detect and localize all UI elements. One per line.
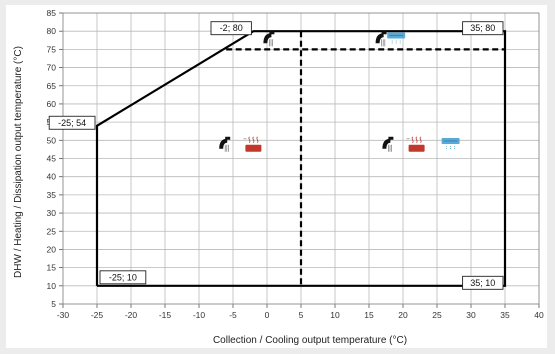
annotation-label: 35; 80 — [470, 23, 495, 33]
cooling-unit-icon — [387, 32, 406, 45]
heat-wave — [252, 136, 255, 143]
heat-wave — [248, 136, 251, 143]
heat-wave — [411, 136, 414, 143]
point-annotation: -25; 10 — [99, 270, 147, 285]
series-lines — [95, 30, 507, 287]
annotation-label: -2; 80 — [220, 23, 243, 33]
faucet-body — [263, 33, 272, 44]
point-annotation: 35; 80 — [462, 21, 504, 36]
x-tick-label: 40 — [534, 310, 544, 320]
x-tick-label: -10 — [193, 310, 206, 320]
annotation-box — [48, 115, 96, 130]
radiator-body — [408, 144, 425, 152]
heat-wave — [256, 136, 259, 143]
faucet-icon — [263, 31, 275, 47]
heat-wave — [419, 136, 422, 143]
grid — [59, 12, 540, 308]
y-tick-label: 5 — [51, 299, 56, 309]
faucet-handle — [225, 136, 231, 140]
icons — [219, 31, 460, 152]
faucet-body — [219, 138, 228, 149]
annotation-box — [462, 21, 504, 36]
chart-frame: -30 -25 -20 -15 -10 -5 0 5 10 15 20 25 30 35 40 5 10 15 20… — [6, 5, 547, 348]
y-tick-label: 65 — [47, 81, 57, 91]
y-tick-label: 30 — [47, 208, 57, 218]
x-tick-label: 35 — [500, 310, 510, 320]
x-tick-label: 0 — [265, 310, 270, 320]
y-tick-label: 80 — [47, 26, 57, 36]
x-tick-label: -20 — [125, 310, 138, 320]
y-tick-label: 15 — [47, 263, 57, 273]
radiator-icon — [243, 136, 262, 152]
y-tick-label: 85 — [47, 8, 57, 18]
x-tick-label: 20 — [398, 310, 408, 320]
y-tick-label: 40 — [47, 172, 57, 182]
y-tick-label: 70 — [47, 63, 57, 73]
y-tick-label: 25 — [47, 226, 57, 236]
operating-envelope-line — [95, 30, 507, 287]
y-tick-label: 20 — [47, 244, 57, 254]
x-tick-label: 25 — [432, 310, 442, 320]
point-annotation: -2; 80 — [210, 21, 252, 36]
annotation-label: -25; 10 — [109, 272, 137, 282]
plot-border — [62, 12, 540, 305]
x-tick-label: -25 — [91, 310, 104, 320]
point-annotation: -25; 54 — [48, 115, 96, 130]
x-tick-label: -30 — [57, 310, 70, 320]
y-axis-label: DHW / Heating / Dissipation output tempe… — [13, 46, 24, 278]
y-tick-label: 75 — [47, 44, 57, 54]
point-annotation: 35; 10 — [462, 275, 504, 290]
faucet-icon — [219, 136, 231, 152]
operating-envelope-chart: -30 -25 -20 -15 -10 -5 0 5 10 15 20 25 30 35 40 5 10 15 20… — [13, 8, 544, 346]
annotations: -2; 80 35; 80 -25; 54 -25; 10 35; 10 — [48, 21, 504, 290]
faucet-body — [382, 138, 391, 149]
annotation-box — [210, 21, 252, 36]
heat-wave — [415, 136, 418, 143]
x-tick-label: -5 — [229, 310, 237, 320]
faucet-handle — [381, 31, 387, 35]
faucet-body — [375, 33, 384, 44]
x-tick-label: 30 — [466, 310, 476, 320]
radiator-body — [245, 144, 262, 152]
annotation-label: 35; 10 — [470, 278, 495, 288]
annotation-label: -25; 54 — [58, 118, 86, 128]
y-tick-label: 10 — [47, 281, 57, 291]
faucet-handle — [388, 136, 394, 140]
y-tick-label: 35 — [47, 190, 57, 200]
annotation-box — [462, 275, 504, 290]
x-tick-label: 10 — [330, 310, 340, 320]
annotation-box — [99, 270, 147, 285]
x-tick-label: 15 — [364, 310, 374, 320]
x-tick-label: 5 — [299, 310, 304, 320]
faucet-icon — [375, 31, 387, 47]
cooling-unit-icon — [441, 137, 460, 150]
y-tick-label: 45 — [47, 154, 57, 164]
x-tick-label: -15 — [159, 310, 172, 320]
y-tick-label: 50 — [47, 135, 57, 145]
faucet-handle — [269, 31, 275, 35]
y-tick-label: 60 — [47, 99, 57, 109]
faucet-icon — [382, 136, 394, 152]
radiator-icon — [406, 136, 425, 152]
x-axis-label: Collection / Cooling output temperature … — [213, 335, 407, 346]
